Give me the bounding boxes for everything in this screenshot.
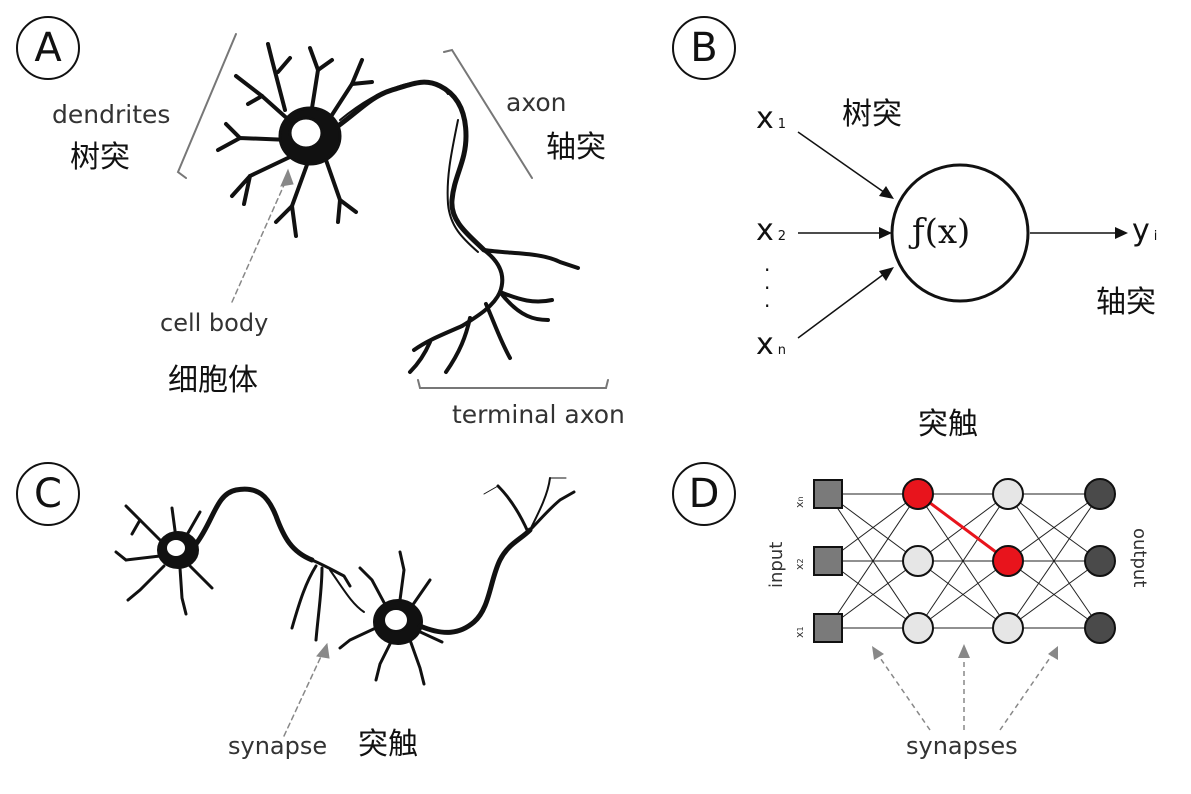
hidden-node — [902, 612, 934, 644]
synapse-edge — [1007, 493, 1101, 629]
hidden-node — [992, 478, 1024, 510]
panel-letter-c: C — [16, 462, 80, 526]
input-node — [813, 613, 843, 643]
synapses-label: synapses — [906, 732, 1018, 760]
axon-bracket — [443, 48, 533, 179]
terminal-axon-label: terminal axon — [452, 400, 625, 429]
synapse-pointer — [283, 649, 325, 737]
perceptron-b — [797, 131, 1128, 339]
output-node — [1084, 545, 1116, 577]
synapse-label: synapse — [228, 732, 328, 760]
panel-letter-b: B — [672, 16, 736, 80]
synapses-pointers — [875, 651, 1055, 731]
output-layer-label: output — [1129, 528, 1150, 588]
neurons-c — [114, 477, 576, 737]
cell-body-pointer — [231, 175, 289, 303]
synapse-edge — [1007, 493, 1101, 562]
neuron-a — [176, 33, 609, 389]
cell-body-label: cell body — [160, 309, 269, 337]
dendrites-label-b: 树突 — [842, 97, 902, 132]
hidden-node — [902, 545, 934, 577]
network-input-xn: xn — [793, 496, 806, 508]
neural-network-d — [813, 478, 1116, 644]
axon-path — [335, 79, 487, 253]
input-node — [813, 479, 843, 509]
input-ellipsis-2: · — [764, 276, 771, 300]
panel-letter-a: A — [16, 16, 80, 80]
highlighted-synapse-edge — [917, 492, 1009, 563]
activation-function: ƒ(x) — [912, 212, 971, 252]
synapse-edge — [1007, 560, 1101, 629]
output-node — [1084, 478, 1116, 510]
synapse-title-zh: 突触 — [918, 407, 978, 442]
cell-body-label-zh: 细胞体 — [168, 363, 258, 398]
input-ellipsis-3: · — [764, 294, 771, 318]
dendrites-label-zh: 树突 — [70, 140, 130, 175]
hidden-node — [992, 612, 1024, 644]
highlighted-node — [902, 478, 934, 510]
terminal-branches — [408, 248, 580, 374]
dendrites-label: dendrites — [52, 100, 171, 129]
highlighted-node — [992, 545, 1024, 577]
input-ellipsis-1: · — [764, 258, 771, 282]
network-input-x1: x1 — [793, 626, 806, 638]
cell-nucleus — [288, 116, 324, 150]
input-node — [813, 546, 843, 576]
input-layer-label: input — [766, 541, 787, 588]
axon-label-b: 轴突 — [1096, 285, 1156, 320]
axon-label: axon — [506, 88, 567, 117]
synapse-edge — [917, 493, 1009, 629]
terminal-axon-bracket — [417, 379, 609, 389]
synapse-edge — [827, 493, 919, 629]
panel-letter-d: D — [672, 462, 736, 526]
output-node — [1084, 612, 1116, 644]
dendrites-bracket — [176, 33, 237, 179]
synapse-label-zh: 突触 — [358, 727, 418, 762]
dendrite-branches — [216, 42, 374, 238]
synapse-edge — [917, 560, 1009, 629]
network-input-x2: x2 — [793, 558, 806, 570]
axon-label-zh: 轴突 — [546, 130, 606, 165]
